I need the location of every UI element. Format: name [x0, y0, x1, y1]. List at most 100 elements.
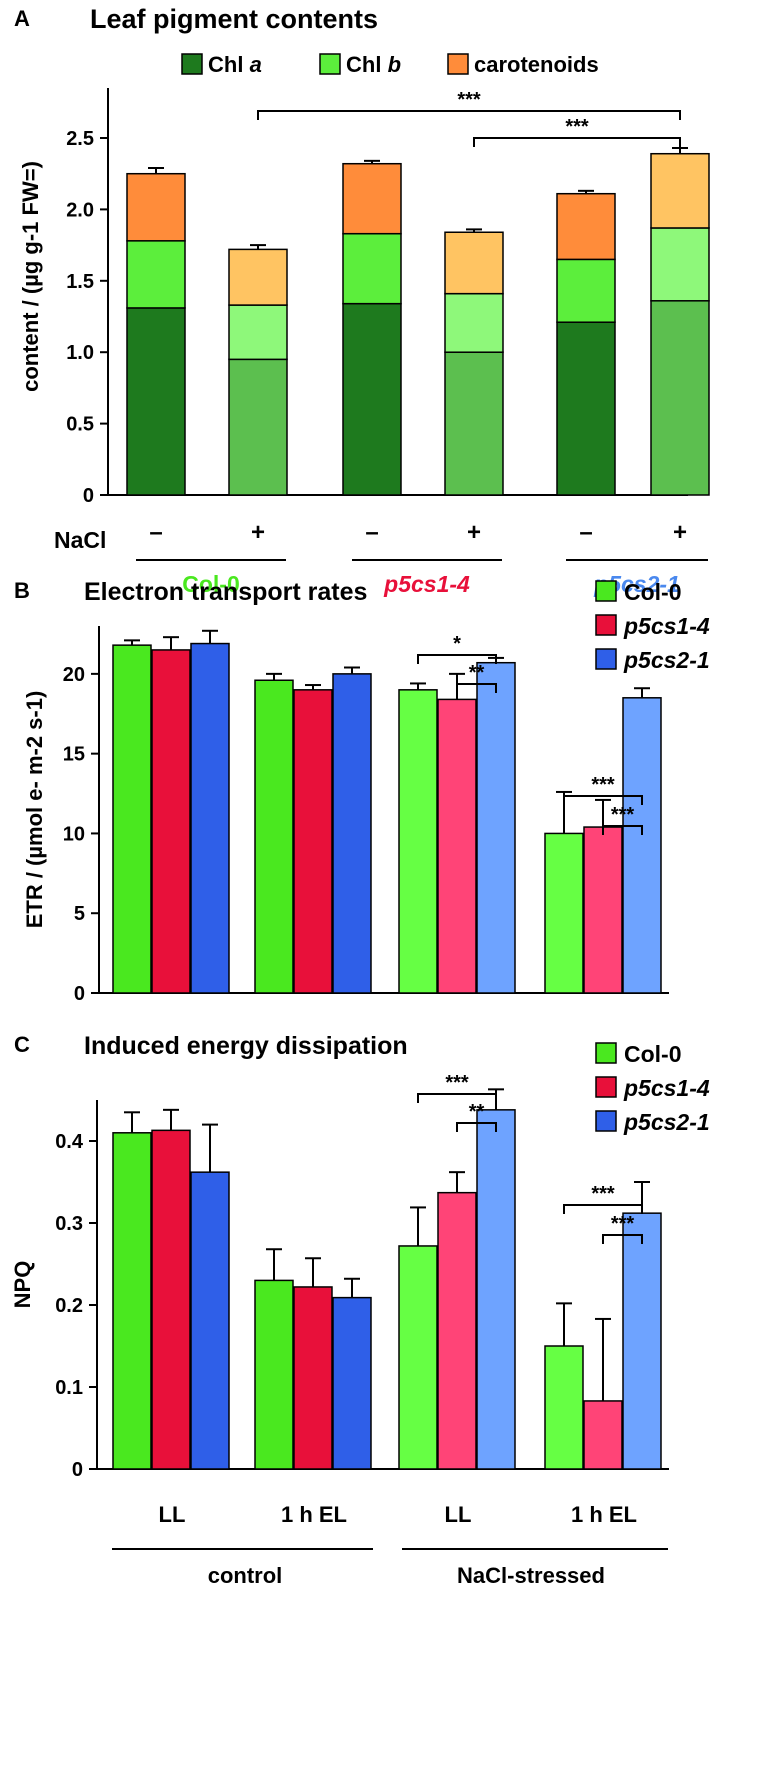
panel-a-bar-4-chl-b [556, 258, 616, 323]
panel-a-bar-5-chl-a [650, 300, 710, 496]
panel-b-legend-swatch-0 [595, 580, 617, 602]
panel-a-treatment-3: + [467, 519, 481, 546]
panel-b-bar-p5cs2-1-0 [190, 642, 230, 994]
panel-a-bar-2-chl-b [342, 232, 402, 305]
panel-c-group-label-0: control [208, 1563, 283, 1588]
panel-b-bar-p5cs1-4-2 [437, 698, 477, 994]
panel-c-category-0: LL [159, 1502, 186, 1527]
panel-a-genotype-1: p5cs1-4 [383, 571, 470, 597]
panel-b-bar-col-0-3 [544, 832, 584, 994]
panel-c-legend-label-2: p5cs2-1 [623, 1109, 710, 1135]
panel-c-bar-p5cs2-1-0 [190, 1171, 230, 1470]
panel-b-bar-p5cs1-4-1 [293, 689, 333, 994]
panel-b-sig-2-bracket [563, 795, 643, 805]
panel-a-treatment-1: + [251, 519, 265, 546]
panel-a-ytick-label-3: 1.5 [66, 271, 94, 293]
panel-a-ylabel: content / (µg g-1 FW=) [18, 161, 43, 392]
panel-b-ytick-label-0: 0 [74, 983, 85, 1005]
panel-a-bar-3-carotenoids [444, 231, 504, 295]
panel-b-legend-swatch-1 [595, 614, 617, 636]
panel-b-title: Electron transport rates [84, 578, 367, 606]
panel-c-letter: C [14, 1032, 30, 1057]
panel-c-bar-p5cs2-1-1 [332, 1296, 372, 1470]
panel-c-group-label-1: NaCl-stressed [457, 1563, 605, 1588]
panel-c-sig-3-label: *** [611, 1213, 635, 1235]
panel-a-sig-1-label: *** [565, 116, 589, 138]
panel-a-bar-0-chl-b [126, 240, 186, 309]
panel-c-bar-col-0-2 [398, 1245, 438, 1470]
panel-a-ytick-label-1: 0.5 [66, 414, 94, 436]
panel-a-bar-2-chl-a [342, 302, 402, 496]
panel-c-category-2: LL [445, 1502, 472, 1527]
panel-c-legend-swatch-1 [595, 1076, 617, 1098]
panel-b-sig-0-bracket [417, 654, 497, 664]
panel-b-legend-label-1: p5cs1-4 [623, 613, 710, 639]
panel-a-letter: A [14, 6, 30, 31]
legend-a-swatch-2 [447, 53, 469, 75]
panel-b-sig-1-bracket [456, 683, 497, 693]
panel-c-title: Induced energy dissipation [84, 1032, 408, 1060]
panel-c-ytick-label-1: 0.1 [55, 1377, 83, 1399]
panel-c-category-3: 1 h EL [571, 1502, 637, 1527]
panel-c-bar-col-0-1 [254, 1279, 294, 1470]
legend-a-label-0: Chl a [208, 52, 262, 77]
panel-c-legend-label-1: p5cs1-4 [623, 1075, 710, 1101]
panel-c-sig-1-bracket [456, 1122, 497, 1132]
panel-a-bar-4-carotenoids [556, 192, 616, 261]
panel-b-ytick-label-3: 15 [63, 744, 85, 766]
panel-c-ytick-label-0: 0 [72, 1459, 83, 1481]
panel-c-legend-swatch-0 [595, 1042, 617, 1064]
panel-b-bar-col-0-1 [254, 679, 294, 994]
panel-a-title: Leaf pigment contents [90, 4, 378, 34]
panel-a-bar-4-chl-a [556, 321, 616, 496]
panel-b-ytick-label-2: 10 [63, 823, 85, 845]
panel-c-sig-2-label: *** [591, 1183, 615, 1205]
panel-c-bar-p5cs1-4-3 [583, 1400, 623, 1470]
panel-b-bar-p5cs1-4-0 [151, 649, 191, 994]
panel-c-sig-2-bracket [563, 1204, 643, 1214]
panel-b-sig-2-label: *** [591, 774, 615, 796]
panel-b-ylabel: ETR / (µmol e- m-2 s-1) [22, 691, 47, 929]
panel-a-sig-0-label: *** [457, 89, 481, 111]
panel-c-ylabel: NPQ [10, 1261, 35, 1309]
panel-a-treatment-4: – [579, 519, 592, 546]
panel-c-bar-p5cs1-4-0 [151, 1129, 191, 1470]
panel-b-letter: B [14, 578, 30, 603]
panel-c-bar-col-0-0 [112, 1132, 152, 1470]
panel-c-legend-label-0: Col-0 [624, 1041, 682, 1067]
panel-a-ytick-label-2: 1.0 [66, 342, 94, 364]
panel-a-bar-1-chl-a [228, 358, 288, 496]
panel-b-ytick-label-4: 20 [63, 664, 85, 686]
panel-a-ytick-label-5: 2.5 [66, 128, 94, 150]
panel-a-sig-0-bracket [257, 110, 681, 120]
panel-c-bar-p5cs1-4-1 [293, 1286, 333, 1470]
panel-a-ytick-label-4: 2.0 [66, 199, 94, 221]
legend-a-label-2: carotenoids [474, 52, 599, 77]
panel-a-treatment-2: – [365, 519, 378, 546]
panel-b-bar-col-0-2 [398, 689, 438, 994]
panel-a-ytick-label-0: 0 [83, 485, 94, 507]
panel-c-ytick-label-2: 0.2 [55, 1295, 83, 1317]
panel-c-bar-col-0-3 [544, 1345, 584, 1470]
legend-a-label-1: Chl b [346, 52, 401, 77]
panel-a-bar-1-chl-b [228, 304, 288, 361]
panel-a-bar-3-chl-a [444, 351, 504, 496]
panel-b-bar-col-0-0 [112, 644, 152, 994]
panel-c-legend-swatch-2 [595, 1110, 617, 1132]
panel-b-sig-0-label: * [453, 633, 461, 655]
panel-c-category-1: 1 h EL [281, 1502, 347, 1527]
panel-a-sig-1-bracket [473, 137, 681, 147]
panel-c-ytick-label-3: 0.3 [55, 1213, 83, 1235]
panel-c-sig-0-label: *** [445, 1072, 469, 1094]
panel-a-bar-3-chl-b [444, 292, 504, 353]
legend-a-swatch-0 [181, 53, 203, 75]
panel-b-bar-p5cs2-1-1 [332, 673, 372, 994]
panel-b-legend-label-0: Col-0 [624, 579, 682, 605]
panel-c-sig-1-label: ** [469, 1101, 485, 1123]
panel-b-sig-1-label: ** [469, 662, 485, 684]
panel-b-bar-p5cs1-4-3 [583, 826, 623, 994]
panel-a-bar-0-chl-a [126, 307, 186, 496]
panel-a-bar-5-carotenoids [650, 152, 710, 229]
legend-a-swatch-1 [319, 53, 341, 75]
panel-c-sig-3-bracket [602, 1234, 643, 1244]
